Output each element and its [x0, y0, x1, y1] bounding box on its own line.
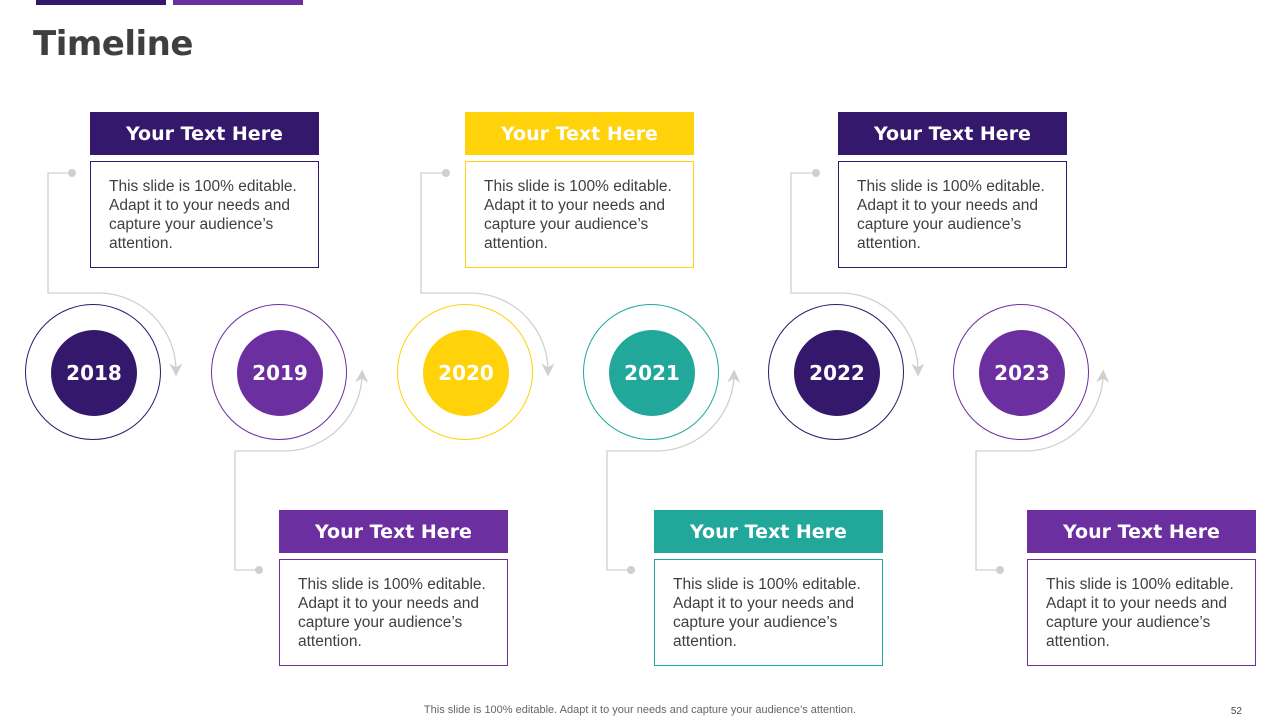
year-badge: 2022	[794, 330, 880, 416]
milestone-card-2019: Your Text Here This slide is 100% editab…	[279, 510, 508, 666]
year-circle-2018: 2018	[25, 304, 161, 440]
year-circle-2023: 2023	[953, 304, 1089, 440]
card-heading: Your Text Here	[838, 112, 1067, 155]
card-body-text: This slide is 100% editable. Adapt it to…	[838, 161, 1067, 268]
page-number: 52	[1230, 706, 1242, 717]
year-circle-2021: 2021	[583, 304, 719, 440]
top-accent-bar-2	[173, 0, 303, 5]
year-badge: 2023	[979, 330, 1065, 416]
milestone-card-2023: Your Text Here This slide is 100% editab…	[1027, 510, 1256, 666]
top-accent-bar-1	[36, 0, 166, 5]
card-body-text: This slide is 100% editable. Adapt it to…	[90, 161, 319, 268]
card-body-text: This slide is 100% editable. Adapt it to…	[465, 161, 694, 268]
year-badge: 2018	[51, 330, 137, 416]
year-badge: 2020	[423, 330, 509, 416]
year-badge: 2019	[237, 330, 323, 416]
card-heading: Your Text Here	[654, 510, 883, 553]
year-badge: 2021	[609, 330, 695, 416]
card-heading: Your Text Here	[1027, 510, 1256, 553]
page-title: Timeline	[33, 24, 193, 64]
milestone-card-2018: Your Text Here This slide is 100% editab…	[90, 112, 319, 268]
footer-note: This slide is 100% editable. Adapt it to…	[0, 704, 1280, 716]
card-body-text: This slide is 100% editable. Adapt it to…	[1027, 559, 1256, 666]
card-heading: Your Text Here	[279, 510, 508, 553]
card-body-text: This slide is 100% editable. Adapt it to…	[654, 559, 883, 666]
milestone-card-2022: Your Text Here This slide is 100% editab…	[838, 112, 1067, 268]
year-circle-2019: 2019	[211, 304, 347, 440]
card-body-text: This slide is 100% editable. Adapt it to…	[279, 559, 508, 666]
year-circle-2022: 2022	[768, 304, 904, 440]
card-heading: Your Text Here	[465, 112, 694, 155]
footer-text: This slide is 100% editable. Adapt it to…	[423, 704, 857, 716]
card-heading: Your Text Here	[90, 112, 319, 155]
year-circle-2020: 2020	[397, 304, 533, 440]
milestone-card-2020: Your Text Here This slide is 100% editab…	[465, 112, 694, 268]
milestone-card-2021: Your Text Here This slide is 100% editab…	[654, 510, 883, 666]
